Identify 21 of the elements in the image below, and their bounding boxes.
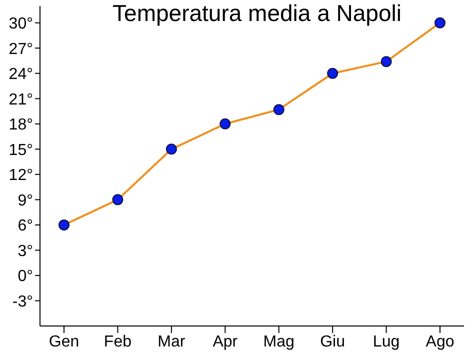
y-tick-label: 21° [8,91,33,108]
y-tick-label: 12° [8,167,33,184]
y-tick-label: 18° [8,116,33,134]
y-tick-label: 6° [18,218,33,235]
y-tick-label: 0° [18,268,33,286]
x-tick-label: Gen [48,333,80,350]
y-tick-label: 15° [8,142,33,159]
y-tick-label: -3° [12,293,33,310]
chart-title: Temperatura media a Napoli [112,0,402,27]
y-tick-label: 9° [18,192,33,210]
y-tick-label: 30° [8,16,33,33]
x-tick-label: Mag [263,333,294,350]
x-tick-label: Feb [104,333,132,350]
x-tick-label: Apr [212,333,238,350]
x-tick-label: Ago [426,333,454,350]
x-tick-label: Lug [372,333,400,350]
y-tick-label: 27° [8,40,33,58]
y-tick-label: 3° [18,242,33,260]
x-tick-label: Mar [158,333,186,350]
x-tick-label: Giu [320,333,346,350]
y-tick-label: 24° [8,66,33,84]
